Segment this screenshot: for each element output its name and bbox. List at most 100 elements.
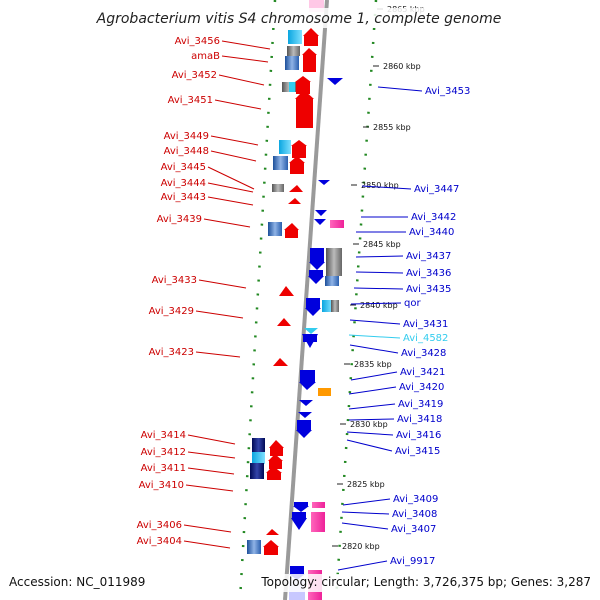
tick-label: 2820 kbp [342,542,380,551]
gene-label[interactable]: Avi_3415 [395,446,440,457]
leader-line [361,185,412,190]
leader-line [183,540,231,549]
gene-feature [268,222,282,236]
gene-arrow [295,76,311,94]
leader-line [348,334,401,339]
gene-label[interactable]: Avi_3410 [139,480,184,491]
tick-label: 2825 kbp [347,480,385,489]
gene-label[interactable]: Avi_3437 [406,251,451,262]
gene-label[interactable]: Avi_3416 [396,430,441,441]
gene-arrow [302,48,317,72]
gene-label[interactable]: Avi_3448 [164,146,209,157]
gene-label[interactable]: Avi_3428 [401,348,446,359]
leader-line [350,302,402,305]
gene-label[interactable]: Avi_3407 [391,524,436,535]
gene-label[interactable]: Avi_3412 [141,447,186,458]
gene-arrow [268,454,283,469]
gene-label[interactable]: Avi_3418 [397,414,442,425]
leader-line [353,287,404,290]
gene-label[interactable]: Avi_3414 [141,430,186,441]
gene-label[interactable]: Avi_3442 [411,212,456,223]
gene-feature [287,46,300,56]
gene-arrow [279,286,294,296]
leader-line [210,135,259,146]
leader-line [346,439,393,452]
gene-arrow [296,420,312,438]
gene-arrow [314,219,326,225]
gene-label[interactable]: Avi_3408 [392,509,437,520]
leader-line [348,386,397,395]
leader-line [349,344,399,354]
tick-label: 2855 kbp [373,123,411,132]
gene-feature [247,540,261,554]
tick-label: 2850 kbp [361,181,399,190]
inner-dotted-boundary-left [238,0,277,600]
gene-label[interactable]: Avi_3451 [168,95,213,106]
gene-feature [322,300,332,312]
gene-arrow [266,466,282,480]
gene-label[interactable]: Avi_3436 [406,268,451,279]
gene-label[interactable]: Avi_3435 [406,284,451,295]
gene-arrow [263,540,279,555]
leader-line [341,522,389,530]
gene-arrow [289,156,305,174]
gene-label[interactable]: Avi_3440 [409,227,454,238]
leader-line [355,271,404,274]
gene-arrow [293,502,309,512]
gene-label[interactable]: Avi_3449 [164,131,209,142]
leader-line [187,451,236,459]
gene-label[interactable]: qor [404,298,421,309]
gene-arrow [298,412,312,418]
gene-feature [331,300,339,312]
leader-line [185,484,234,492]
gene-arrow [289,185,303,192]
gene-feature [288,30,302,44]
leader-line [198,279,247,289]
gene-arrow [303,28,319,46]
gene-feature [250,463,264,479]
gene-feature [252,452,265,464]
gene-label[interactable]: amaB [191,51,220,62]
map-title: Agrobacterium vitis S4 chromosome 1, com… [96,11,502,27]
leader-line [195,351,241,358]
gene-label[interactable]: Avi_3445 [161,162,206,173]
gene-arrow [266,529,279,535]
gene-arrow [299,400,313,406]
gene-label[interactable]: Avi_3433 [152,275,197,286]
leader-line [341,511,390,515]
gene-arrow [299,370,316,390]
right-gene-labels: Avi_3453 Avi_3447 Avi_3442 Avi_3440 Avi_3437… [337,86,470,571]
gene-label[interactable]: Avi_3409 [393,494,438,505]
gene-label[interactable]: Avi_3452 [172,70,217,81]
gene-label[interactable]: Avi_3431 [403,319,448,330]
leader-line [218,74,265,86]
gene-label[interactable]: Avi_3419 [398,399,443,410]
footer-backdrop [257,574,597,592]
gene-label[interactable]: Avi_9917 [390,556,435,567]
leader-line [214,99,262,110]
gene-label[interactable]: Avi_4582 [403,333,448,344]
gene-label[interactable]: Avi_3404 [137,536,182,547]
gene-label[interactable]: Avi_3420 [399,382,444,393]
leader-line [355,255,404,258]
gene-label[interactable]: Avi_3411 [141,463,186,474]
topology-text: Topology: circular; Length: 3,726,375 bp… [260,575,591,589]
gene-feature [285,56,299,70]
gene-label[interactable]: Avi_3406 [137,520,182,531]
gene-label[interactable]: Avi_3439 [157,214,202,225]
gene-label[interactable]: Avi_3444 [161,178,206,189]
leader-line [342,498,391,506]
gene-label[interactable]: Avi_3453 [425,86,470,97]
gene-label[interactable]: Avi_3456 [175,36,220,47]
gene-label[interactable]: Avi_3421 [400,367,445,378]
gene-label[interactable]: Avi_3447 [414,184,459,195]
gene-arrow [295,90,314,128]
gene-feature [318,388,331,396]
leader-line [350,371,398,381]
leader-line [207,166,255,190]
leader-line [187,467,235,475]
gene-label[interactable]: Avi_3429 [149,306,194,317]
gene-label[interactable]: Avi_3443 [161,192,206,203]
leader-line [210,150,257,162]
gene-label[interactable]: Avi_3423 [149,347,194,358]
